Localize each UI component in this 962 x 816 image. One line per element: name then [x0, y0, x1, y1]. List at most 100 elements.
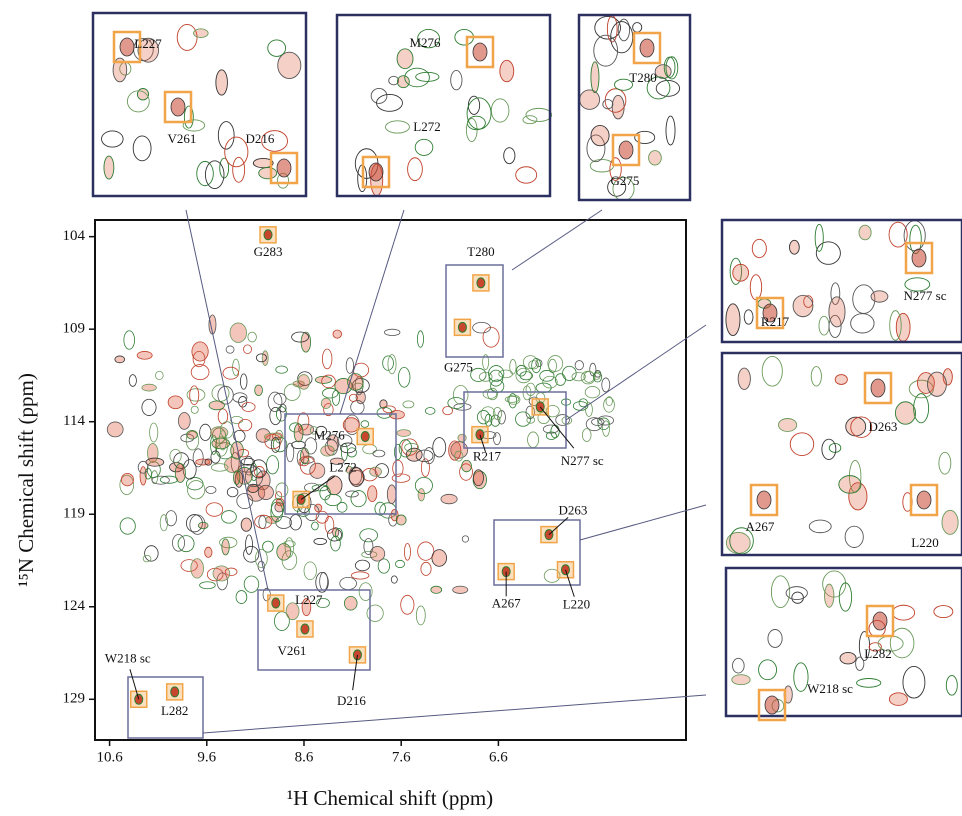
contour — [178, 536, 194, 552]
contour — [425, 408, 435, 415]
contour — [150, 423, 158, 442]
inset-peak — [171, 98, 185, 116]
contour — [556, 415, 570, 426]
contour — [255, 385, 263, 396]
contour — [212, 438, 230, 449]
contour — [582, 429, 591, 442]
contour — [227, 487, 238, 496]
inset-contour — [259, 168, 277, 179]
inset-peak — [369, 163, 383, 181]
inset-peak-label: M276 — [409, 35, 441, 50]
contour — [471, 368, 486, 381]
inset-peak-label: L282 — [864, 646, 891, 661]
contour — [327, 476, 342, 495]
contour — [143, 555, 151, 561]
contour — [231, 416, 243, 423]
connector — [203, 695, 706, 733]
contour — [187, 430, 198, 439]
peak-label: L220 — [563, 597, 590, 612]
inset-peak-label: D216 — [246, 131, 275, 146]
inset-contour — [927, 372, 946, 396]
x-tick-label: 10.6 — [96, 749, 123, 765]
figure: ¹H Chemical shift (ppm) ¹⁵N Chemical shi… — [0, 0, 962, 816]
contour — [222, 539, 230, 555]
contour — [368, 486, 377, 502]
contour — [172, 535, 184, 552]
contour — [483, 390, 497, 399]
contour — [585, 386, 600, 397]
peak-label: L227 — [295, 592, 323, 607]
contour — [191, 406, 198, 413]
y-tick-label: 129 — [63, 691, 86, 707]
inset-contour — [825, 584, 834, 607]
contour — [418, 489, 425, 501]
contour — [155, 371, 163, 379]
y-tick-label: 109 — [63, 321, 86, 337]
contour — [602, 378, 610, 392]
inset-contour — [840, 652, 856, 663]
contour — [489, 370, 503, 386]
inset-contour — [846, 417, 866, 436]
contour — [361, 421, 369, 428]
background-peaks — [107, 315, 614, 631]
contour — [483, 327, 499, 347]
contour — [320, 572, 328, 590]
contour — [575, 361, 583, 370]
contour — [230, 323, 247, 343]
contour — [107, 422, 123, 437]
contour — [396, 515, 406, 525]
contour — [493, 433, 500, 445]
contour — [398, 367, 410, 387]
peak-label: G275 — [444, 359, 473, 374]
contour — [355, 560, 369, 571]
contour — [310, 463, 325, 478]
contour — [510, 359, 516, 374]
contour — [432, 550, 447, 567]
contour — [351, 572, 368, 579]
inset-contour — [793, 295, 813, 316]
contour — [604, 398, 615, 413]
contour — [387, 485, 396, 504]
inset-contour — [889, 693, 907, 706]
inset-peak-label: G275 — [611, 173, 640, 188]
peak — [458, 322, 466, 332]
inset-contour — [835, 375, 847, 385]
contour — [433, 438, 446, 457]
inset-peak-label: W218 sc — [807, 681, 853, 696]
contour — [137, 351, 152, 359]
inset-peak — [871, 379, 885, 397]
inset-peak-label: R217 — [761, 314, 790, 329]
inset-peak — [912, 249, 926, 267]
contour — [121, 473, 133, 485]
peak-label: V261 — [278, 643, 307, 658]
contour — [248, 332, 257, 342]
contour — [205, 547, 212, 557]
contour — [262, 351, 268, 366]
contour — [209, 401, 224, 410]
contour — [298, 375, 310, 390]
contour — [417, 331, 423, 347]
contour — [223, 367, 239, 379]
contour — [198, 522, 208, 528]
contour — [322, 388, 338, 398]
contour — [241, 518, 252, 531]
x-tick-label: 6.6 — [489, 749, 508, 765]
inset-peak-label: N277 sc — [904, 288, 947, 303]
inset-contour — [732, 675, 750, 685]
contour — [191, 559, 204, 578]
contour — [462, 460, 472, 472]
inset-bg — [337, 15, 550, 196]
contour — [572, 372, 585, 380]
peak-label: L272 — [329, 459, 356, 474]
contour — [304, 562, 316, 580]
inset-peak — [619, 141, 633, 159]
x-tick-label: 9.6 — [197, 749, 216, 765]
contour — [598, 416, 614, 425]
contour — [258, 485, 273, 499]
inset-contour — [789, 240, 799, 254]
peak-label: A267 — [492, 596, 521, 611]
contour — [206, 486, 216, 493]
inset-contour — [580, 90, 600, 110]
inset-contour — [942, 510, 958, 534]
inset-contour — [591, 62, 599, 93]
